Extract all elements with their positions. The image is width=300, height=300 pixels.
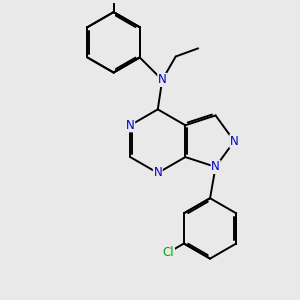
Text: N: N — [230, 135, 239, 148]
Text: N: N — [211, 160, 220, 173]
Text: N: N — [126, 119, 135, 132]
Text: N: N — [158, 74, 167, 86]
Text: N: N — [153, 167, 162, 179]
Text: Cl: Cl — [163, 246, 174, 259]
